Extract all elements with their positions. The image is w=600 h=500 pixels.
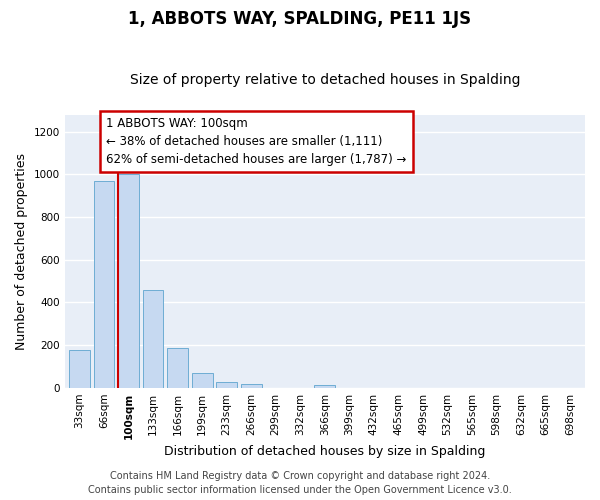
Y-axis label: Number of detached properties: Number of detached properties: [15, 152, 28, 350]
Bar: [241, 384, 262, 388]
Bar: [167, 348, 188, 388]
Bar: [314, 384, 335, 388]
Title: Size of property relative to detached houses in Spalding: Size of property relative to detached ho…: [130, 73, 520, 87]
Text: 1 ABBOTS WAY: 100sqm
← 38% of detached houses are smaller (1,111)
62% of semi-de: 1 ABBOTS WAY: 100sqm ← 38% of detached h…: [106, 118, 407, 166]
Bar: [69, 350, 90, 388]
Text: 1, ABBOTS WAY, SPALDING, PE11 1JS: 1, ABBOTS WAY, SPALDING, PE11 1JS: [128, 10, 472, 28]
Bar: [94, 180, 115, 388]
Bar: [118, 174, 139, 388]
Text: Contains HM Land Registry data © Crown copyright and database right 2024.
Contai: Contains HM Land Registry data © Crown c…: [88, 471, 512, 495]
Bar: [216, 382, 237, 388]
Bar: [143, 290, 163, 388]
X-axis label: Distribution of detached houses by size in Spalding: Distribution of detached houses by size …: [164, 444, 485, 458]
Bar: [191, 373, 212, 388]
